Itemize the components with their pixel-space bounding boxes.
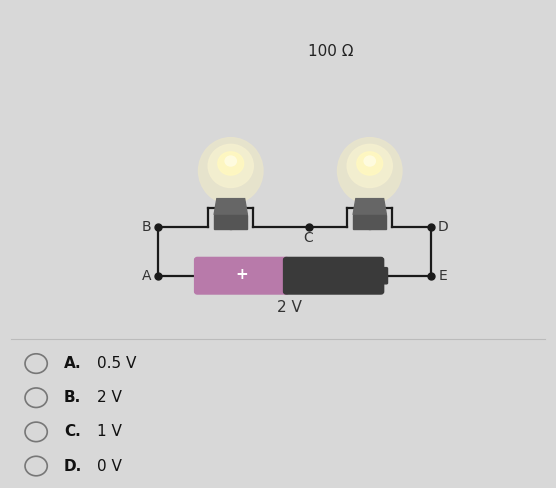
FancyBboxPatch shape — [353, 215, 386, 229]
Text: 0 V: 0 V — [97, 459, 122, 473]
Circle shape — [25, 388, 47, 407]
Text: C.: C. — [64, 425, 81, 439]
FancyBboxPatch shape — [380, 267, 388, 284]
Circle shape — [25, 456, 47, 476]
Text: 2 V: 2 V — [277, 300, 301, 315]
Text: C: C — [304, 231, 314, 244]
Ellipse shape — [337, 138, 402, 204]
Text: 2 V: 2 V — [97, 390, 122, 405]
Ellipse shape — [225, 156, 236, 166]
Ellipse shape — [347, 144, 393, 187]
Text: A: A — [141, 269, 151, 283]
Polygon shape — [214, 199, 247, 215]
FancyBboxPatch shape — [214, 215, 247, 229]
Text: D.: D. — [64, 459, 82, 473]
Text: E: E — [439, 269, 448, 283]
Ellipse shape — [218, 152, 244, 175]
Text: B.: B. — [64, 390, 81, 405]
Ellipse shape — [364, 156, 375, 166]
Circle shape — [25, 354, 47, 373]
Text: A.: A. — [64, 356, 82, 371]
Circle shape — [25, 422, 47, 442]
Polygon shape — [353, 199, 386, 215]
Ellipse shape — [208, 144, 254, 187]
Text: D: D — [438, 220, 449, 234]
Text: B: B — [141, 220, 151, 234]
Text: +: + — [236, 267, 248, 282]
FancyBboxPatch shape — [195, 258, 289, 294]
Text: 0.5 V: 0.5 V — [97, 356, 137, 371]
Text: 1 V: 1 V — [97, 425, 122, 439]
FancyBboxPatch shape — [284, 258, 384, 294]
Ellipse shape — [198, 138, 263, 204]
Ellipse shape — [357, 152, 383, 175]
Text: 100 Ω: 100 Ω — [308, 44, 354, 59]
